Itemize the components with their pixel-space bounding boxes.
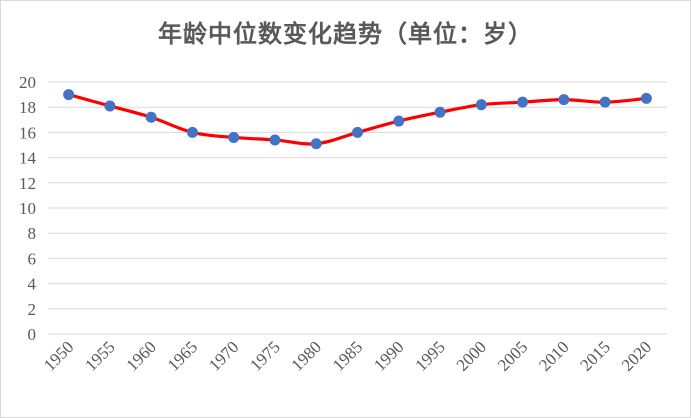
y-tick-label: 14 (19, 149, 37, 168)
x-tick-label: 1990 (370, 337, 407, 374)
y-tick-label: 10 (19, 199, 36, 218)
grid-lines (48, 81, 667, 335)
data-point-2020 (640, 92, 652, 104)
series-layer (63, 89, 652, 150)
x-tick-label: 2000 (453, 337, 490, 374)
x-tick-label: 1985 (329, 337, 366, 374)
x-tick-label: 1955 (81, 337, 118, 374)
data-point-1990 (393, 115, 405, 127)
data-point-2010 (558, 94, 570, 106)
data-point-1960 (145, 111, 157, 123)
data-point-1965 (186, 126, 198, 138)
x-tick-label: 1975 (246, 337, 283, 374)
x-tick-label: 1970 (205, 337, 242, 374)
data-point-2015 (599, 96, 611, 108)
x-tick-label: 2015 (576, 337, 613, 374)
y-tick-label: 2 (28, 300, 37, 319)
y-tick-label: 12 (19, 174, 36, 193)
y-tick-label: 6 (28, 249, 37, 268)
x-axis-tick-labels: 1950 1955 1960 1965 1970 1975 1980 1985 1990 1995… (40, 337, 655, 374)
y-axis-tick-labels: 0 2 4 6 8 10 12 14 16 18 20 (19, 73, 37, 344)
data-point-1985 (352, 126, 363, 138)
data-point-1995 (434, 106, 446, 118)
x-tick-label: 1960 (123, 337, 160, 374)
data-point-1970 (228, 131, 240, 143)
data-point-1980 (310, 138, 322, 150)
x-tick-label: 2010 (535, 337, 572, 374)
x-tick-label: 1950 (40, 337, 77, 374)
data-point-1950 (63, 89, 75, 101)
x-tick-label: 2020 (618, 337, 655, 374)
data-point-2005 (517, 96, 529, 108)
x-tick-label: 2005 (494, 337, 531, 374)
chart-title: 年龄中位数变化趋势（单位：岁） (158, 19, 533, 48)
data-point-1955 (104, 100, 116, 112)
x-tick-label: 1980 (288, 337, 325, 374)
y-tick-label: 8 (28, 224, 37, 243)
y-tick-label: 20 (19, 73, 36, 92)
data-point-1975 (269, 134, 281, 146)
data-point-2000 (475, 99, 487, 111)
y-tick-label: 16 (19, 123, 36, 142)
y-tick-label: 0 (28, 325, 37, 344)
x-tick-label: 1995 (411, 337, 448, 374)
y-tick-label: 4 (28, 275, 37, 294)
y-tick-label: 18 (19, 98, 36, 117)
x-tick-label: 1965 (164, 337, 201, 374)
